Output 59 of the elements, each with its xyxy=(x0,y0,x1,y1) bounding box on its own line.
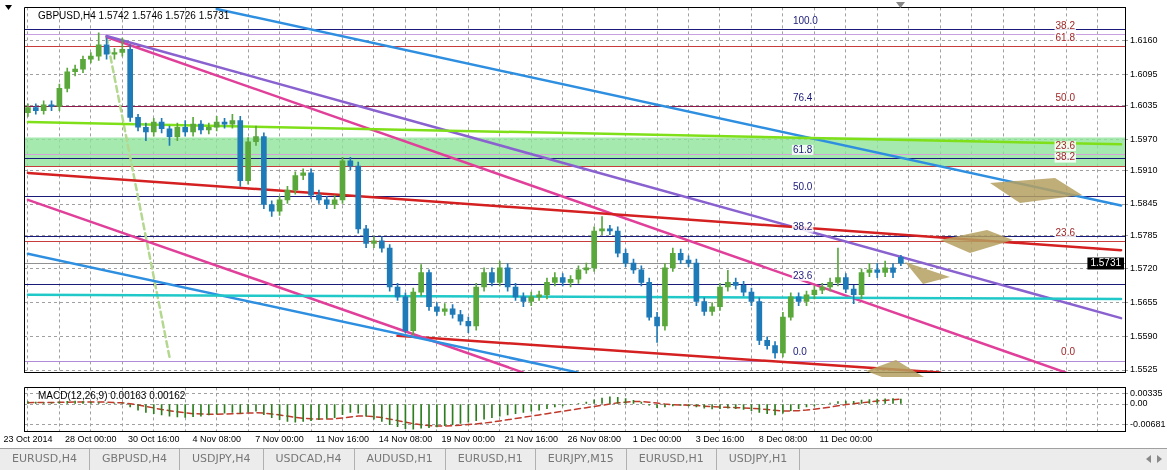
annotation: 38.2 xyxy=(1055,151,1076,163)
annotation: 0.0 xyxy=(1061,346,1076,358)
annotation: 23.6 xyxy=(1055,227,1076,239)
y-tick-label: 1.5910 xyxy=(1130,164,1158,175)
x-tick-label: 1 Dec 00:00 xyxy=(632,434,682,445)
y-tick-label: 0.00 xyxy=(1130,398,1148,409)
text: EURJPY,M15 xyxy=(535,449,627,470)
annotation: 23.6 xyxy=(1055,139,1076,151)
y-tick-label: 1.5590 xyxy=(1130,330,1158,341)
chart-title: GBPUSD,H4 1.5742 1.5746 1.5726 1.5731 xyxy=(38,10,230,22)
y-tick-label: 1.5720 xyxy=(1130,263,1158,274)
x-tick-label: 19 Nov 00:00 xyxy=(441,434,496,445)
annotation: 23.6 xyxy=(792,269,813,281)
y-tick-label: 1.5785 xyxy=(1130,229,1158,240)
y-tick-label: 1.6095 xyxy=(1130,68,1158,79)
y-tick-label: 1.5845 xyxy=(1130,198,1158,209)
y-tick-label: 0.00335 xyxy=(1130,388,1163,399)
text: EURUSD,H1 xyxy=(445,449,536,470)
annotation: 61.8 xyxy=(792,143,813,155)
ref-line-label: 1.5731 xyxy=(1090,257,1122,269)
candlestick xyxy=(300,168,307,180)
x-tick-label: 11 Dec 00:00 xyxy=(819,434,873,445)
x-tick-label: 23 Oct 2014 xyxy=(3,434,53,445)
candlestick xyxy=(371,236,377,248)
y-tick-label: 1.5655 xyxy=(1130,297,1158,308)
y-tick-label: 1.6160 xyxy=(1130,35,1158,46)
x-tick-label: 30 Oct 16:00 xyxy=(127,434,180,445)
text: USDJPY,H4 xyxy=(179,449,264,470)
y-tick-label: 1.5525 xyxy=(1130,364,1158,375)
text: AUDUSD,H1 xyxy=(354,449,446,470)
text: USDCAD,H4 xyxy=(263,449,355,470)
annotation: 76.4 xyxy=(792,92,813,104)
x-tick-label: 4 Nov 08:00 xyxy=(192,434,241,445)
annotation: 38.2 xyxy=(1055,19,1076,31)
annotation: 100.0 xyxy=(792,14,819,26)
annotation: 61.8 xyxy=(1055,32,1076,44)
x-tick-label: 3 Dec 16:00 xyxy=(695,434,745,445)
text: GBPUSD,H4 xyxy=(89,449,180,470)
x-tick-label: 7 Nov 00:00 xyxy=(255,434,304,445)
y-tick-label: 1.6035 xyxy=(1130,99,1158,110)
x-tick-label: 26 Nov 08:00 xyxy=(567,434,621,445)
y-tick-label: -0.00681 xyxy=(1130,419,1166,430)
x-tick-label: 8 Dec 08:00 xyxy=(758,434,808,445)
candlestick xyxy=(119,37,126,57)
annotation: 38.2 xyxy=(792,221,813,233)
text: USDJPY,H1 xyxy=(716,449,801,470)
text: EURUSD,H1 xyxy=(626,449,717,470)
annotation: 50.0 xyxy=(1055,92,1076,104)
chart-title: MACD(12,26,9) 0.00163 0.00162 xyxy=(38,390,186,402)
y-tick-label: 1.5970 xyxy=(1130,133,1158,144)
annotation: 0.0 xyxy=(792,346,808,358)
x-tick-label: 21 Nov 16:00 xyxy=(504,434,559,445)
x-tick-label: 11 Nov 16:00 xyxy=(316,434,369,445)
candlestick xyxy=(874,263,881,278)
x-tick-label: 28 Oct 00:00 xyxy=(65,434,117,445)
candlestick xyxy=(835,247,841,287)
text: EURUSD,H4 xyxy=(0,449,90,470)
annotation: 50.0 xyxy=(792,181,813,193)
x-tick-label: 14 Nov 08:00 xyxy=(378,434,433,445)
